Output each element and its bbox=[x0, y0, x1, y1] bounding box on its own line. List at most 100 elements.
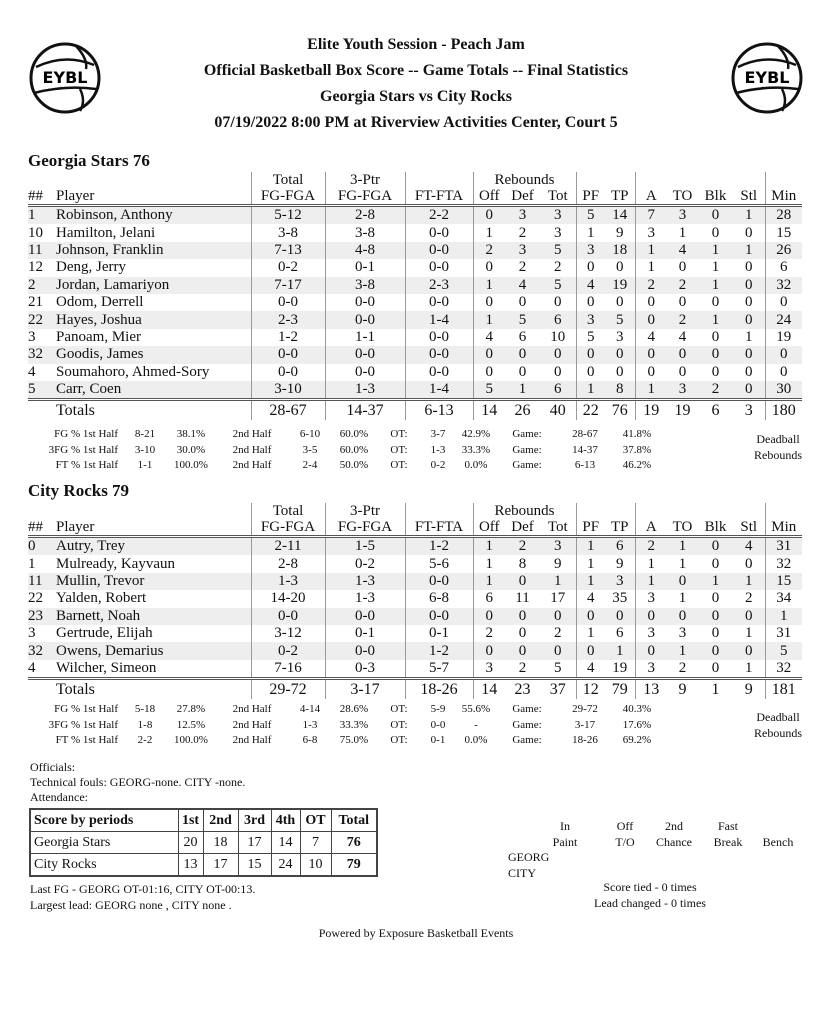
cell-off: 4 bbox=[472, 328, 505, 347]
column-header-ft[interactable]: FT-FTA bbox=[404, 519, 473, 538]
column-header-def[interactable]: Def bbox=[505, 519, 540, 538]
column-header-fg[interactable]: FG-FGA bbox=[250, 519, 325, 538]
cell-player[interactable]: Autry, Trey bbox=[56, 536, 251, 556]
shooting-cell: 3-17 bbox=[574, 718, 596, 731]
column-header-a[interactable]: A bbox=[634, 188, 667, 207]
cell-num: 1 bbox=[28, 555, 36, 572]
column-header-stl[interactable]: Stl bbox=[733, 519, 765, 538]
cell-player[interactable]: Gertrude, Elijah bbox=[56, 625, 153, 642]
column-header-num[interactable]: ## bbox=[28, 188, 56, 207]
column-group-group_3ptr: 3-Ptr bbox=[324, 172, 405, 188]
cell-player[interactable]: Deng, Jerry bbox=[56, 259, 126, 276]
column-header-tp[interactable]: TP bbox=[605, 519, 635, 538]
cell-min: 28 bbox=[764, 205, 802, 225]
cell-player[interactable]: Robinson, Anthony bbox=[56, 205, 251, 225]
column-header-to[interactable]: TO bbox=[667, 188, 698, 207]
column-header-fg[interactable]: FG-FGA bbox=[250, 188, 325, 207]
shooting-cell: 2-4 bbox=[302, 459, 318, 472]
cell-def: 2 bbox=[505, 536, 540, 556]
total-num bbox=[28, 398, 56, 421]
column-header-num[interactable]: ## bbox=[28, 519, 56, 538]
column-group-empty bbox=[404, 503, 473, 519]
cell-a: 1 bbox=[634, 555, 667, 573]
column-header-blk[interactable]: Blk bbox=[698, 519, 733, 538]
cell-player[interactable]: Panoam, Mier bbox=[56, 328, 141, 345]
cell-a: 0 bbox=[634, 642, 667, 660]
column-header-tp3[interactable]: FG-FGA bbox=[324, 188, 405, 207]
cell-ft: 0-0 bbox=[404, 293, 473, 312]
cell-player[interactable]: Owens, Demarius bbox=[56, 642, 251, 660]
cell-tp3: 3-8 bbox=[324, 276, 405, 294]
cell-to: 1 bbox=[667, 536, 698, 556]
cell-tp: 9 bbox=[616, 224, 624, 241]
cell-stl: 1 bbox=[745, 625, 753, 642]
totals-row: Totals 28-67 14-37 6-13 14 26 40 22 76 19 19 6 3 180 bbox=[28, 398, 802, 421]
cell-def: 2 bbox=[518, 259, 527, 276]
cell-player[interactable]: Hayes, Joshua bbox=[56, 311, 251, 329]
column-header-tp[interactable]: TP bbox=[605, 188, 635, 207]
team-stat-header: Fast bbox=[717, 819, 738, 833]
cell-player[interactable]: Johnson, Franklin bbox=[56, 241, 251, 260]
cell-tp: 19 bbox=[605, 276, 635, 294]
cell-player[interactable]: Mullin, Trevor bbox=[56, 572, 251, 591]
column-header-blk[interactable]: Blk bbox=[698, 188, 733, 207]
cell-ft: 2-3 bbox=[404, 276, 473, 294]
column-header-player[interactable]: Player bbox=[56, 519, 251, 538]
column-header-pf[interactable]: PF bbox=[575, 188, 605, 207]
column-header-off[interactable]: Off bbox=[472, 519, 505, 538]
cell-player[interactable]: Carr, Coen bbox=[56, 380, 251, 400]
shooting-cell: 30.0% bbox=[176, 443, 206, 456]
shooting-row: FG % 1st Half 5-18 27.8% 2nd Half 4-14 28.6% O… bbox=[28, 702, 662, 718]
column-header-off[interactable]: Off bbox=[472, 188, 505, 207]
cell-player[interactable]: Hamilton, Jelani bbox=[56, 224, 156, 241]
cell-tp: 0 bbox=[605, 346, 635, 364]
shooting-cell: 3-10 bbox=[134, 443, 156, 456]
cell-player[interactable]: Mulready, Kayvaun bbox=[56, 555, 175, 572]
column-header-to[interactable]: TO bbox=[667, 519, 698, 538]
cell-player[interactable]: Wilcher, Simeon bbox=[56, 659, 157, 676]
cell-stl: 0 bbox=[733, 642, 765, 660]
shooting-cell: 2nd Half bbox=[232, 718, 272, 731]
shooting-cell: 6-8 bbox=[302, 734, 318, 747]
cell-tot: 17 bbox=[550, 590, 566, 607]
cell-to: 1 bbox=[678, 224, 687, 241]
team-stat-header: 2nd bbox=[665, 819, 683, 833]
column-header-tot[interactable]: Tot bbox=[540, 519, 576, 538]
cell-player[interactable]: Soumahoro, Ahmed-Sory bbox=[56, 363, 210, 380]
column-header-ft[interactable]: FT-FTA bbox=[404, 188, 473, 207]
shooting-cell: 1-3 bbox=[430, 443, 446, 456]
cell-player[interactable]: Yalden, Robert bbox=[56, 590, 147, 607]
column-header-tp3[interactable]: FG-FGA bbox=[324, 519, 405, 538]
column-header-def[interactable]: Def bbox=[505, 188, 540, 207]
column-header-min[interactable]: Min bbox=[764, 188, 802, 207]
shooting-cell: 40.3% bbox=[622, 703, 652, 716]
cell-stl: 1 bbox=[733, 241, 765, 260]
cell-stl: 0 bbox=[733, 276, 765, 294]
shooting-cell: 18-26 bbox=[572, 734, 598, 747]
shooting-cell: 2nd Half bbox=[232, 443, 272, 456]
cell-fg: 0-0 bbox=[250, 346, 325, 364]
cell-off: 5 bbox=[472, 380, 505, 400]
cell-off: 0 bbox=[472, 346, 505, 364]
score-by-periods-table: Score by periods 1st 2nd 3rd 4th OT Total Georg… bbox=[29, 808, 378, 877]
column-header-stl[interactable]: Stl bbox=[733, 188, 765, 207]
cell-player[interactable]: Jordan, Lamariyon bbox=[56, 276, 251, 294]
player-row: 2 Jordan, Lamariyon 7-17 3-8 2-3 1 4 5 4 19 2 2 1 0 32 bbox=[28, 276, 802, 294]
column-header-a[interactable]: A bbox=[634, 519, 667, 538]
cell-player[interactable]: Goodis, James bbox=[56, 346, 251, 364]
column-group-empty bbox=[575, 503, 635, 519]
cell-fg: 0-2 bbox=[250, 259, 325, 277]
cell-a: 3 bbox=[634, 624, 667, 643]
cell-pf: 5 bbox=[575, 328, 605, 347]
column-header-pf[interactable]: PF bbox=[575, 519, 605, 538]
column-header-min[interactable]: Min bbox=[764, 519, 802, 538]
cell-player[interactable]: Odom, Derrell bbox=[56, 294, 144, 311]
matchup-title: Georgia Stars vs City Rocks bbox=[320, 88, 512, 105]
cell-def: 0 bbox=[505, 642, 540, 660]
cell-fg: 0-2 bbox=[250, 642, 325, 660]
column-header-player[interactable]: Player bbox=[56, 188, 251, 207]
column-header-tot[interactable]: Tot bbox=[540, 188, 576, 207]
cell-player[interactable]: Barnett, Noah bbox=[56, 607, 251, 625]
shooting-row: FG % 1st Half 8-21 38.1% 2nd Half 6-10 60.0% O… bbox=[28, 427, 662, 443]
periods-team-row: City Rocks 13 17 15 24 10 79 bbox=[29, 853, 378, 877]
